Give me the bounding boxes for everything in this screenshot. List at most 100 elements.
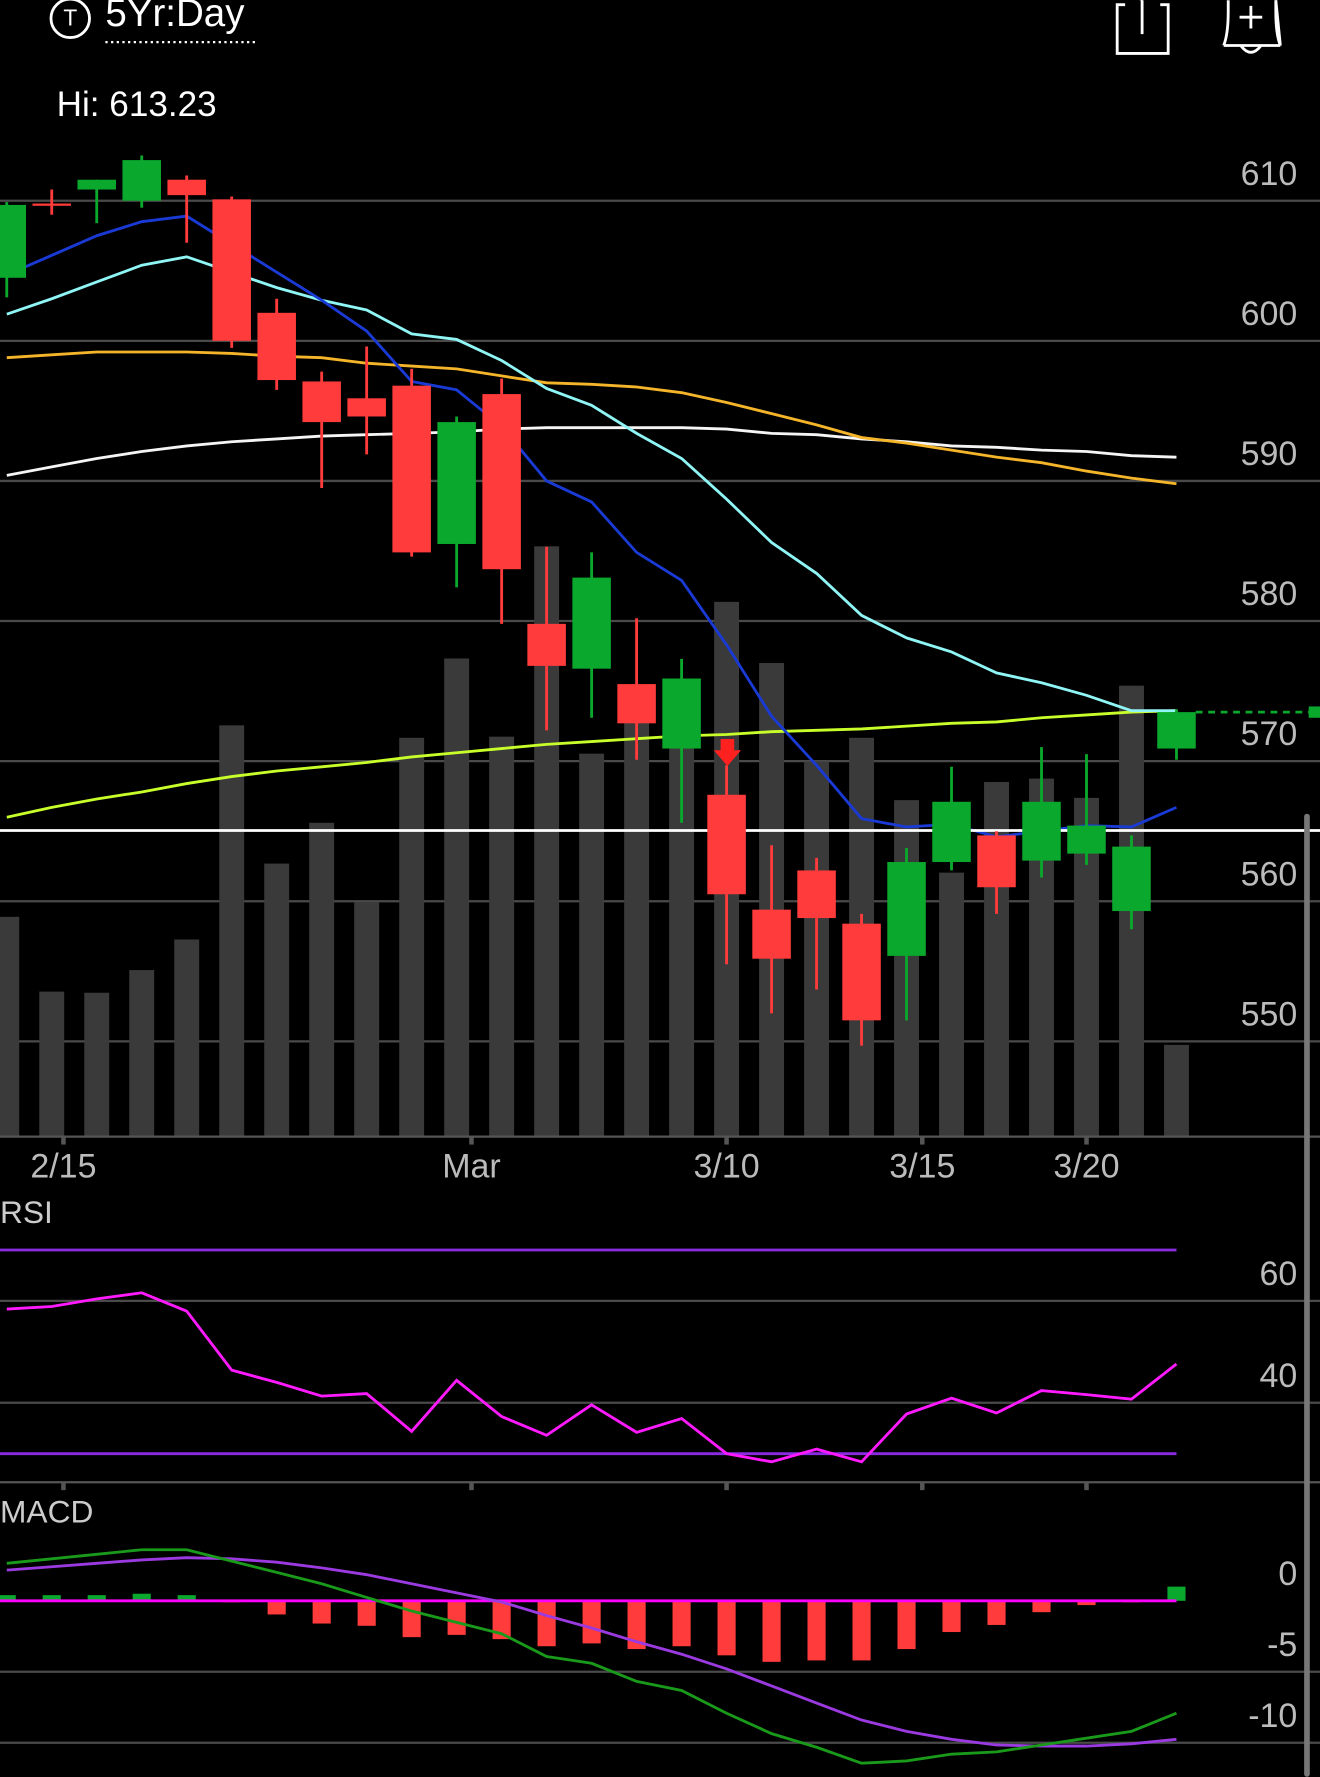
candle-body (392, 385, 431, 553)
candle-body (437, 422, 476, 544)
candle-body (707, 794, 746, 895)
y-tick-label: 0 (1278, 1555, 1297, 1593)
moving-average (6, 426, 1177, 477)
y-tick-label: 550 (1241, 995, 1298, 1033)
macd-histogram-bar (1077, 1600, 1096, 1606)
candle-body (77, 179, 116, 190)
volume-bar (579, 753, 605, 1137)
rsi-title: RSI (0, 1194, 53, 1230)
macd-histogram-bar (582, 1600, 601, 1644)
macd-histogram-bar (987, 1600, 1006, 1625)
volume-bar (939, 872, 964, 1137)
candle-body (302, 381, 341, 423)
x-tick-label: 2/15 (30, 1147, 96, 1185)
volume-bar (489, 736, 515, 1137)
candle-body (347, 398, 386, 417)
macd-histogram-bar (132, 1593, 151, 1601)
y-tick-label: 570 (1241, 715, 1298, 753)
candles-layer (0, 155, 1196, 1046)
y-tick-label: 60 (1260, 1255, 1298, 1293)
y-tick-label: -10 (1248, 1697, 1297, 1735)
macd-histogram-bar (267, 1600, 286, 1615)
macd-histogram-bar (537, 1600, 556, 1647)
volume-bar (264, 863, 290, 1137)
macd-histogram-bar (897, 1600, 916, 1650)
candle-body (482, 394, 521, 570)
x-tick-label: 3/10 (694, 1147, 760, 1185)
high-annotation: Hi: 613.23 (57, 85, 217, 124)
moving-average (6, 350, 1177, 486)
candle-body (257, 312, 296, 381)
volume-bar (129, 970, 155, 1137)
volume-bar (309, 822, 335, 1137)
moving-average (6, 214, 1178, 839)
macd-histogram-bar (1167, 1586, 1186, 1601)
scrollbar[interactable] (1304, 813, 1310, 1777)
candle-body (617, 684, 656, 724)
candle-body (977, 835, 1016, 888)
y-tick-label: 40 (1260, 1357, 1298, 1395)
y-tick-label: 560 (1241, 855, 1298, 893)
y-tick-label: 610 (1241, 155, 1298, 193)
macd-histogram-bar (447, 1600, 466, 1635)
volume-bar (399, 737, 425, 1137)
macd-histogram-bar (87, 1595, 106, 1601)
y-tick-label: 590 (1241, 435, 1298, 473)
range-selector[interactable]: 5Yr:Day (105, 0, 245, 35)
macd-histogram-bar (42, 1595, 61, 1601)
x-tick-label: 3/20 (1053, 1147, 1119, 1185)
last-price-marker (1308, 706, 1320, 718)
candle-body (662, 678, 701, 749)
y-tick-label: 580 (1241, 575, 1298, 613)
symbol-icon[interactable] (49, 0, 91, 39)
macd-title: MACD (0, 1493, 93, 1529)
volume-bar (39, 991, 65, 1137)
volume-bar (0, 916, 20, 1137)
macd-histogram-bar (807, 1600, 826, 1661)
candle-body (572, 577, 611, 669)
macd-histogram-bar (717, 1600, 736, 1656)
x-tick-label: Mar (442, 1147, 501, 1185)
rsi-line (6, 1291, 1178, 1464)
lines-layer (0, 214, 1320, 1765)
macd-histogram-bar (942, 1600, 961, 1633)
candle-body (32, 203, 72, 206)
candle-body (1022, 801, 1061, 861)
candle-body (122, 160, 161, 201)
macd-histogram-bar (492, 1600, 511, 1640)
candle-body (0, 204, 27, 278)
signal-line (6, 1556, 1177, 1748)
candle-body (752, 909, 791, 959)
candle-body (167, 179, 206, 196)
macd-histogram-bar (852, 1600, 871, 1661)
alert-icon[interactable] (1222, 0, 1282, 54)
volume-layer (0, 546, 1189, 1662)
candle-body (797, 870, 836, 919)
candle-body (1067, 825, 1106, 854)
y-tick-label: 600 (1241, 295, 1298, 333)
macd-histogram-bar (312, 1600, 331, 1624)
volume-bar (1164, 1044, 1189, 1137)
volume-bar (444, 658, 470, 1137)
volume-bar (354, 902, 380, 1137)
candle-body (887, 862, 926, 956)
moving-average (6, 255, 1177, 713)
share-icon[interactable] (1115, 0, 1170, 55)
macd-histogram-bar (402, 1600, 421, 1638)
volume-bar (174, 939, 200, 1137)
moving-average (6, 709, 1177, 819)
macd-histogram-bar (0, 1595, 16, 1601)
volume-bar (219, 725, 245, 1137)
candle-body (527, 623, 566, 666)
macd-histogram-bar (1032, 1600, 1051, 1613)
candle-body (932, 801, 971, 863)
x-tick-label: 3/15 (889, 1147, 955, 1185)
macd-histogram-bar (357, 1600, 376, 1626)
candle-body (842, 923, 881, 1021)
candle-body (1157, 712, 1196, 749)
y-tick-label: -5 (1267, 1626, 1297, 1664)
macd-histogram-bar (177, 1595, 196, 1601)
macd-histogram-bar (762, 1600, 781, 1662)
